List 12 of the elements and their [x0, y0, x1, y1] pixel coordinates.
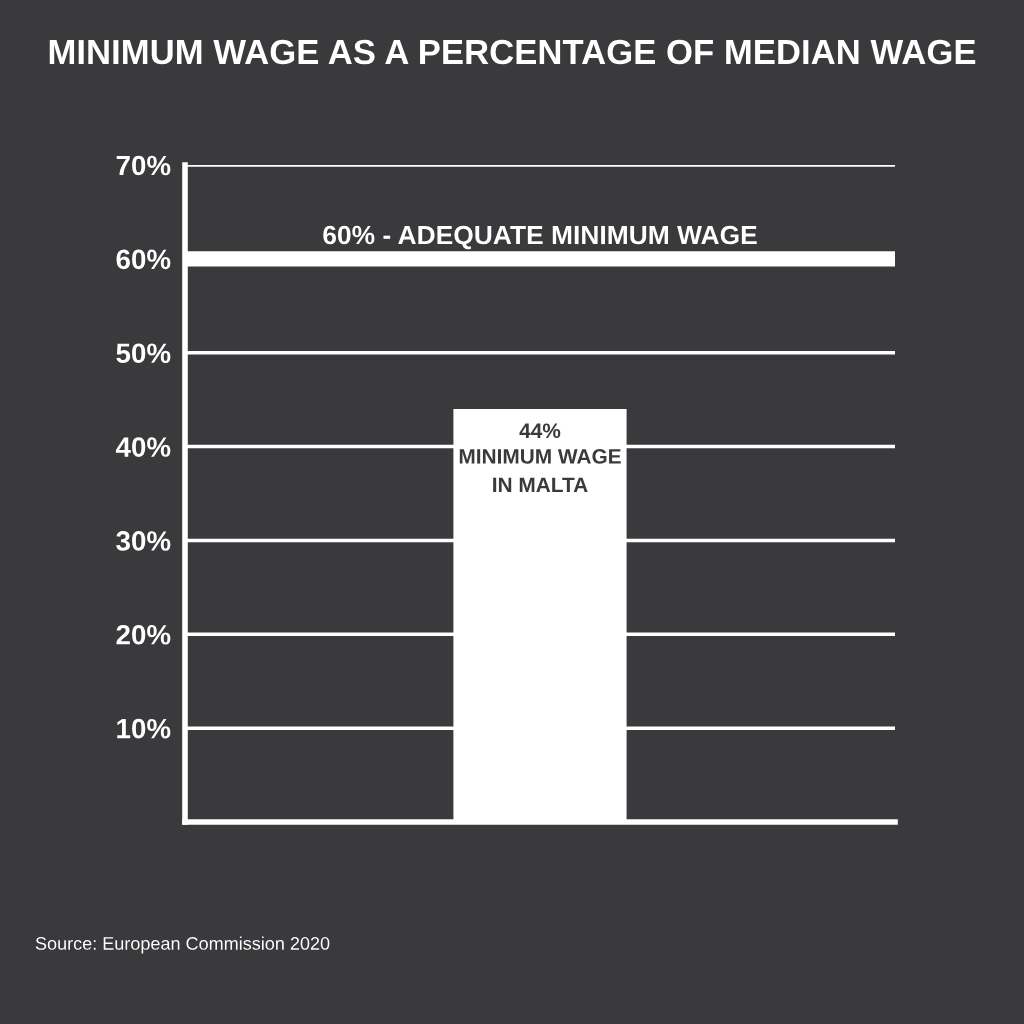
x-tick-label: MINIMUM WAGE IN MALTA: [459, 449, 621, 493]
y-tick-label: 60%: [116, 249, 171, 270]
y-tick-label: 40%: [115, 437, 171, 457]
ref-line-label: 60% - ADEQUATE MINIMUM WAGE: [323, 225, 757, 250]
data-label: 44%: [519, 423, 561, 439]
y-tick-label: 70%: [116, 155, 171, 176]
y-tick-label: 30%: [116, 531, 171, 551]
source-note: Source: European Commission 2020: [35, 936, 330, 954]
y-tick-label: 10%: [117, 718, 171, 739]
chart-title: MINIMUM WAGE AS A PERCENTAGE OF MEDIAN WAGE: [49, 39, 976, 65]
y-tick-label: 20%: [116, 624, 171, 645]
y-tick-label: 50%: [116, 343, 171, 364]
